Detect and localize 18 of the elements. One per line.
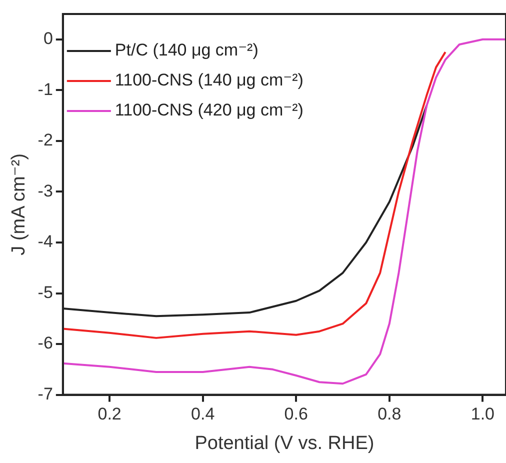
x-axis-title: Potential (V vs. RHE)	[194, 432, 374, 454]
y-tick-label: -4	[38, 232, 53, 252]
y-tick-label: -5	[38, 282, 53, 302]
legend-label: Pt/C (140 μg cm⁻²)	[114, 40, 258, 60]
x-tick-label: 0.6	[284, 404, 308, 424]
x-tick-label: 1.0	[470, 404, 494, 424]
y-tick-label: -6	[38, 334, 53, 353]
legend-label: 1100-CNS (420 μg cm⁻²)	[114, 100, 304, 120]
legend-label: 1100-CNS (140 μg cm⁻²)	[114, 70, 304, 90]
x-tick-label: 0.4	[191, 404, 215, 424]
y-tick-label: 0	[43, 29, 53, 48]
y-tick-label: -3	[38, 181, 53, 200]
y-axis-title: J (mA cm⁻²)	[8, 153, 30, 256]
y-tick-label: -1	[38, 80, 53, 99]
x-tick-label: 0.8	[378, 404, 402, 424]
x-tick-label: 0.2	[98, 404, 122, 424]
y-tick-label: -2	[38, 130, 53, 150]
y-tick-label: -7	[38, 384, 53, 404]
